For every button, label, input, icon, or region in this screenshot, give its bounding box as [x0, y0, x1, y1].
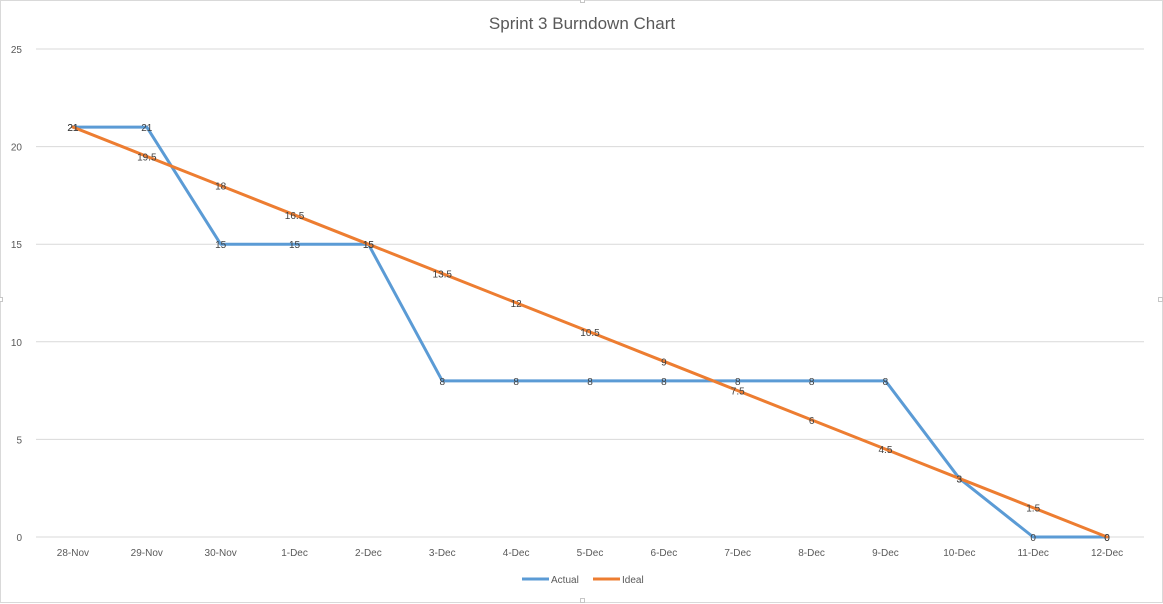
data-label-actual: 21: [141, 123, 153, 134]
x-tick-label: 30-Nov: [205, 548, 237, 559]
data-label-actual: 8: [513, 377, 519, 388]
data-label-ideal: 15: [363, 240, 375, 251]
x-tick-label: 11-Dec: [1017, 548, 1049, 559]
data-label-ideal: 10.5: [580, 328, 600, 339]
resize-handle-left[interactable]: [0, 297, 3, 302]
y-axis-ticks: 0 5 10 15 20 25: [11, 45, 23, 544]
x-tick-label: 2-Dec: [355, 548, 382, 559]
legend-label-actual: Actual: [551, 575, 579, 586]
y-tick-label: 25: [11, 45, 23, 56]
x-axis-ticks: 28-Nov 29-Nov 30-Nov 1-Dec 2-Dec 3-Dec 4-Dec 5-…: [57, 548, 1123, 559]
data-label-actual: 8: [661, 377, 667, 388]
legend-label-ideal: Ideal: [622, 575, 644, 586]
data-label-actual: 0: [1104, 533, 1110, 544]
chart-title: Sprint 3 Burndown Chart: [489, 14, 675, 33]
y-tick-label: 15: [11, 240, 23, 251]
data-label-ideal: 6: [809, 416, 815, 427]
x-tick-label: 10-Dec: [943, 548, 975, 559]
x-tick-label: 1-Dec: [281, 548, 308, 559]
x-tick-label: 9-Dec: [872, 548, 899, 559]
data-label-actual: 0: [1030, 533, 1036, 544]
data-label-actual: 15: [363, 240, 375, 251]
series-line-ideal: [71, 125, 1109, 539]
x-tick-label: 5-Dec: [577, 548, 604, 559]
x-tick-label: 3-Dec: [429, 548, 456, 559]
data-label-actual: 15: [215, 240, 227, 251]
y-tick-label: 5: [16, 435, 22, 446]
y-tick-label: 0: [16, 533, 22, 544]
data-label-ideal: 21: [67, 123, 79, 134]
y-tick-label: 10: [11, 338, 23, 349]
gridlines: [36, 48, 1144, 538]
series-line-actual: [71, 125, 1109, 539]
data-label-actual: 8: [439, 377, 445, 388]
data-label-ideal: 16.5: [285, 211, 305, 222]
data-label-ideal: 13.5: [433, 269, 453, 280]
x-tick-label: 6-Dec: [651, 548, 678, 559]
data-label-ideal: 7.5: [731, 387, 745, 398]
data-label-actual: 8: [883, 377, 889, 388]
x-tick-label: 8-Dec: [798, 548, 825, 559]
data-label-ideal: 18: [215, 182, 227, 193]
data-label-ideal: 19.5: [137, 152, 157, 163]
data-label-actual: 8: [809, 377, 815, 388]
data-label-ideal: 3: [957, 474, 963, 485]
legend: Actual Ideal: [522, 575, 644, 586]
data-label-actual: 8: [735, 377, 741, 388]
x-tick-label: 29-Nov: [131, 548, 163, 559]
x-tick-label: 28-Nov: [57, 548, 89, 559]
data-label-ideal: 1.5: [1026, 504, 1040, 515]
data-label-ideal: 0: [1104, 533, 1110, 544]
data-label-ideal: 4.5: [879, 445, 893, 456]
resize-handle-top[interactable]: [580, 0, 585, 3]
data-label-actual: 3: [957, 474, 963, 485]
data-label-ideal: 12: [511, 299, 523, 310]
data-label-actual: 15: [289, 240, 301, 251]
data-label-ideal: 9: [661, 357, 667, 368]
series-lines: [71, 125, 1109, 539]
x-tick-label: 4-Dec: [503, 548, 530, 559]
y-tick-label: 20: [11, 143, 23, 154]
x-tick-label: 12-Dec: [1091, 548, 1123, 559]
x-tick-label: 7-Dec: [724, 548, 751, 559]
data-label-actual: 21: [67, 123, 79, 134]
data-label-actual: 8: [587, 377, 593, 388]
